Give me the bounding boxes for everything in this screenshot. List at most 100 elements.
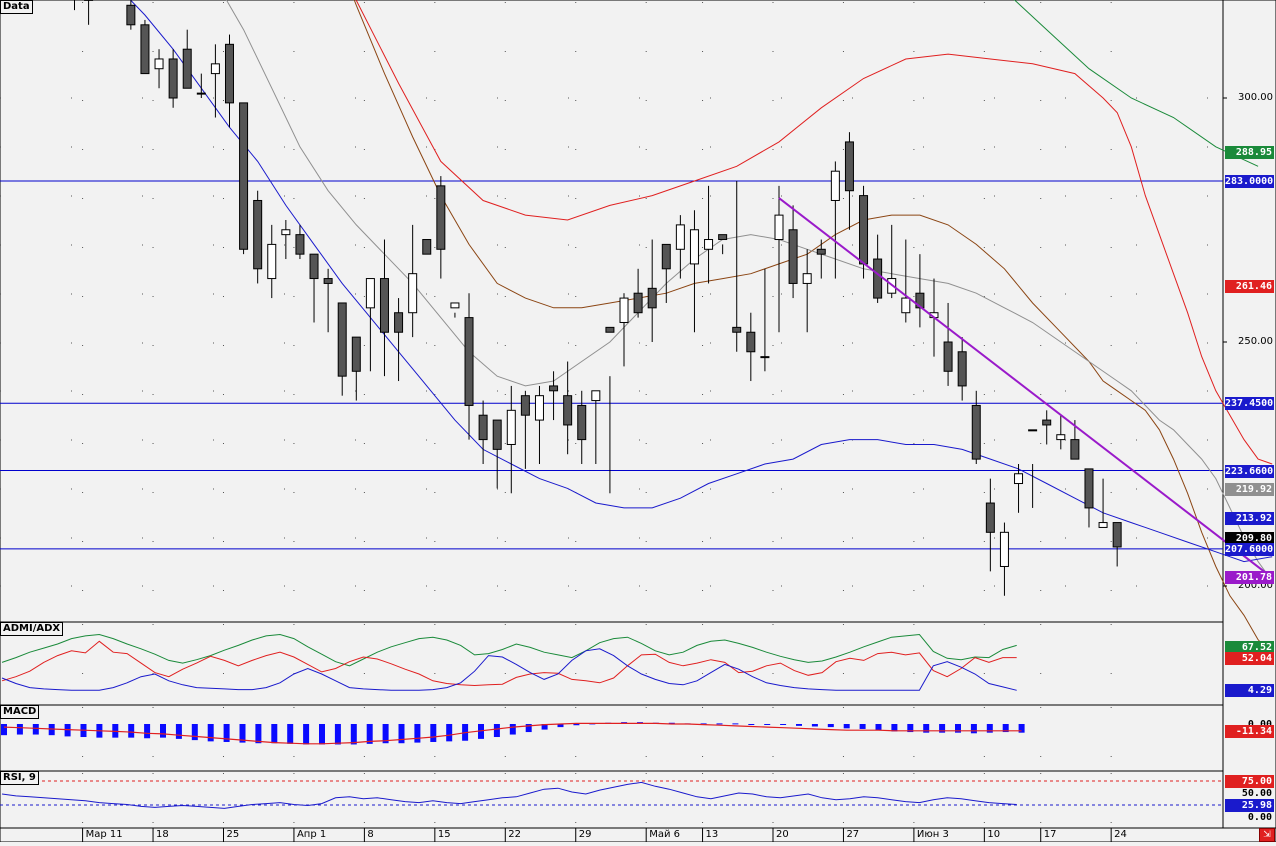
price-tag: 213.92 xyxy=(1225,512,1274,525)
candle-body xyxy=(437,186,445,249)
candle-body xyxy=(197,93,205,94)
macd-bar xyxy=(17,724,23,735)
candle-body xyxy=(1043,420,1051,425)
admi-tag: 4.29 xyxy=(1225,684,1274,697)
macd-bar xyxy=(255,724,261,743)
candle-body xyxy=(634,293,642,313)
macd-bar xyxy=(319,724,325,744)
candle-body xyxy=(141,25,149,74)
macd-bar xyxy=(876,724,882,730)
x-tick-label: Апр 1 xyxy=(297,829,326,840)
candle-body xyxy=(564,396,572,425)
rsi-pane-label: RSI, 9 xyxy=(0,771,39,785)
macd-bar xyxy=(399,724,405,743)
macd-bar xyxy=(208,724,214,741)
candle-body xyxy=(803,274,811,284)
x-tick-label: 13 xyxy=(706,829,719,840)
pane-frame-1 xyxy=(0,622,1223,705)
candle-body xyxy=(761,357,769,358)
price-tag: 288.95 xyxy=(1225,146,1274,159)
macd-bar xyxy=(732,723,738,724)
candle-body xyxy=(606,327,614,332)
candle-body xyxy=(507,410,515,444)
candle-body xyxy=(874,259,882,298)
macd-bar xyxy=(780,724,786,725)
candle-body xyxy=(211,64,219,74)
candle-body xyxy=(944,342,952,371)
macd-bar xyxy=(844,724,850,728)
candle-body xyxy=(535,396,543,420)
candle-body xyxy=(479,415,487,439)
candle-body xyxy=(705,240,713,250)
price-tag: 219.92 xyxy=(1225,483,1274,496)
candle-body xyxy=(254,200,262,268)
admi-tag: 52.04 xyxy=(1225,652,1274,665)
candle-body xyxy=(296,235,304,255)
x-tick-label: 27 xyxy=(846,829,859,840)
candle-body xyxy=(676,225,684,249)
candle-body xyxy=(578,405,586,439)
y-tick-label: 300.00 xyxy=(1238,92,1273,103)
candle-body xyxy=(1057,435,1065,440)
price-tag: 201.78 xyxy=(1225,571,1274,584)
macd-bar xyxy=(494,724,500,737)
candle-body xyxy=(789,230,797,284)
candle-body xyxy=(972,405,980,459)
candle-body xyxy=(1099,523,1107,528)
candle-body xyxy=(310,254,318,278)
price-axis-frame xyxy=(1223,0,1276,828)
macd-bar xyxy=(176,724,182,739)
x-tick-label: 10 xyxy=(987,829,1000,840)
macd-bar xyxy=(414,724,420,743)
candle-body xyxy=(324,279,332,284)
scroll-corner-icon[interactable]: ⇲ xyxy=(1259,828,1275,842)
macd-bar xyxy=(351,724,357,744)
x-tick-label: 24 xyxy=(1114,829,1127,840)
price-tag: 207.6000 xyxy=(1225,543,1274,556)
candle-body xyxy=(155,59,163,69)
candle-body xyxy=(550,386,558,391)
candle-body xyxy=(380,279,388,333)
candle-body xyxy=(719,235,727,240)
x-tick-label: 25 xyxy=(226,829,239,840)
candle-body xyxy=(282,230,290,235)
macd-bar xyxy=(160,724,166,738)
candle-body xyxy=(620,298,628,322)
macd-bar xyxy=(828,724,834,727)
macd-bar xyxy=(573,724,579,725)
candle-body xyxy=(225,44,233,103)
candle-body xyxy=(592,391,600,401)
macd-tag: -11.34 xyxy=(1225,725,1274,738)
x-tick-label: 15 xyxy=(438,829,451,840)
candle-body xyxy=(183,49,191,88)
macd-bar xyxy=(430,724,436,742)
macd-pane-label: MACD xyxy=(0,705,39,719)
rsi-tag: 0.00 xyxy=(1225,811,1274,824)
candle-body xyxy=(352,337,360,371)
candle-body xyxy=(465,318,473,406)
candle-body xyxy=(127,5,135,25)
candle-body xyxy=(1029,430,1037,431)
price-tag: 261.46 xyxy=(1225,280,1274,293)
candle-body xyxy=(1113,523,1121,547)
candle-body xyxy=(493,420,501,449)
y-tick-label: 250.00 xyxy=(1238,336,1273,347)
x-tick-label: 8 xyxy=(367,829,373,840)
macd-bar xyxy=(303,724,309,744)
macd-bar xyxy=(271,724,277,743)
candle-body xyxy=(409,274,417,313)
pane-frame-0 xyxy=(0,0,1223,622)
candle-body xyxy=(860,196,868,264)
candle-body xyxy=(690,230,698,264)
candle-body xyxy=(958,352,966,386)
candle-body xyxy=(521,396,529,416)
x-tick-label: 17 xyxy=(1044,829,1057,840)
macd-bar xyxy=(971,724,977,733)
macd-bar xyxy=(796,724,802,726)
x-tick-label: 22 xyxy=(508,829,521,840)
macd-bar xyxy=(446,724,452,741)
macd-bar xyxy=(764,724,770,725)
candle-body xyxy=(775,215,783,239)
time-axis-frame xyxy=(0,828,1276,842)
